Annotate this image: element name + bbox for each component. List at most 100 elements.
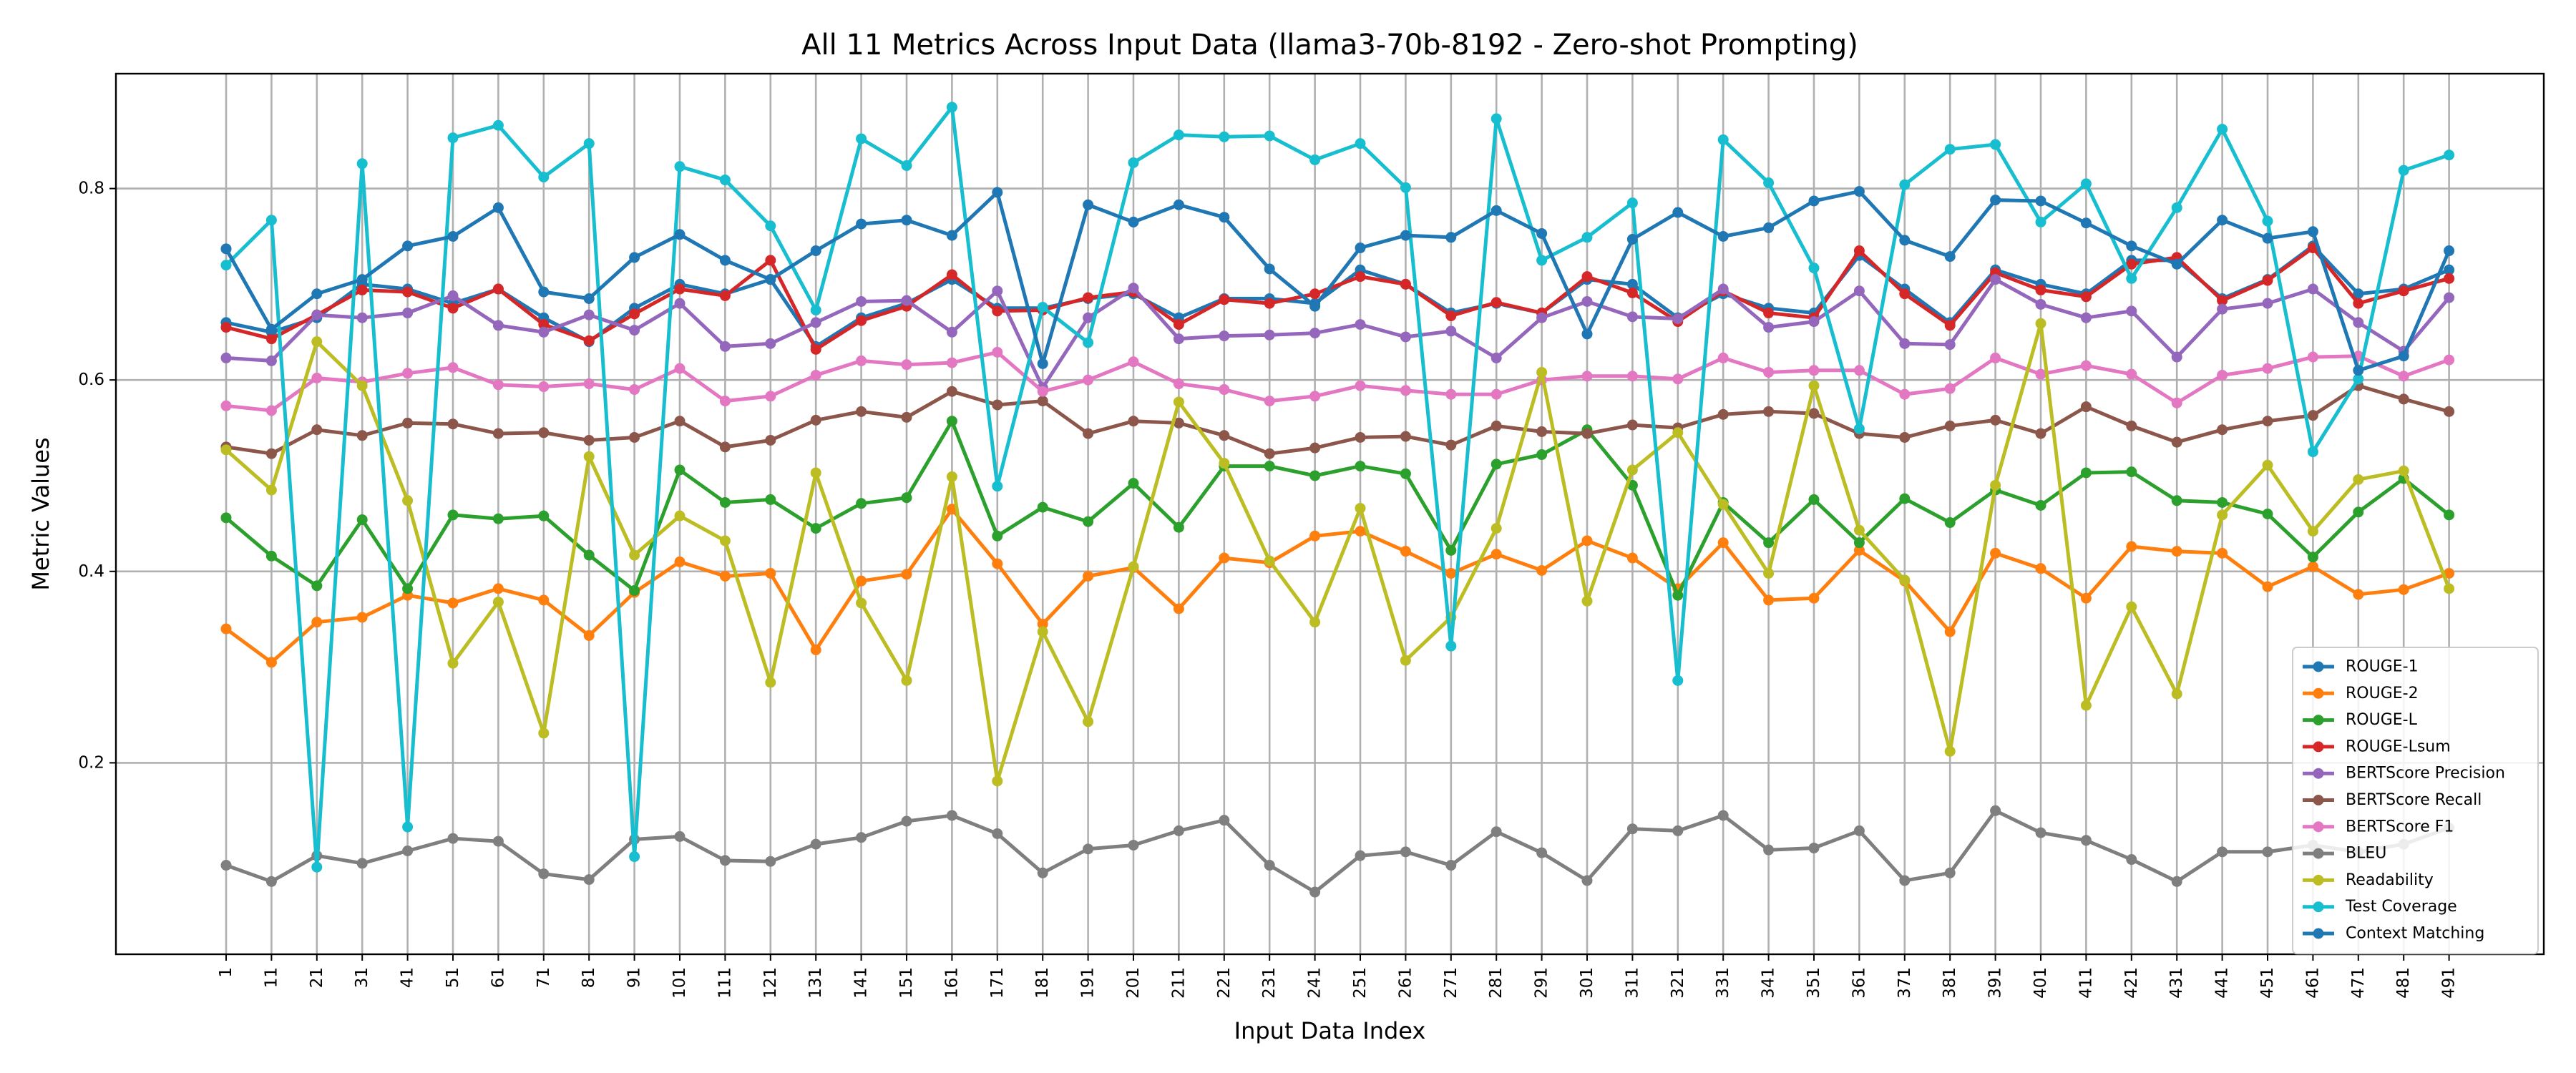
data-point bbox=[1264, 461, 1275, 472]
data-point bbox=[719, 290, 731, 301]
data-point bbox=[2080, 467, 2092, 479]
data-point bbox=[2444, 406, 2455, 417]
data-point bbox=[1536, 227, 1548, 239]
data-point bbox=[2307, 283, 2318, 295]
x-tick-label: 371 bbox=[1896, 967, 1914, 999]
legend-label: BLEU bbox=[2346, 845, 2386, 863]
data-point bbox=[1083, 428, 1094, 439]
series-bertscore-f1 bbox=[220, 346, 2455, 416]
data-point bbox=[946, 357, 957, 368]
data-point bbox=[583, 335, 595, 346]
data-point bbox=[1128, 478, 1139, 489]
legend-swatch-marker bbox=[2313, 687, 2324, 699]
data-point bbox=[1445, 567, 1457, 579]
x-tick-label: 41 bbox=[399, 967, 417, 988]
data-point bbox=[356, 274, 368, 285]
data-point bbox=[2171, 546, 2182, 557]
data-point bbox=[1763, 177, 1775, 189]
data-point bbox=[1626, 278, 1638, 290]
data-point bbox=[1763, 308, 1775, 319]
data-point bbox=[1219, 815, 1230, 826]
data-point bbox=[2307, 351, 2318, 363]
data-point bbox=[447, 833, 459, 844]
data-point bbox=[1672, 313, 1684, 325]
data-point bbox=[1083, 570, 1094, 582]
data-point bbox=[1853, 365, 1865, 376]
data-point bbox=[719, 535, 731, 547]
x-tick-label: 1 bbox=[217, 967, 235, 978]
data-point bbox=[629, 431, 640, 443]
data-point bbox=[2444, 264, 2455, 275]
data-point bbox=[901, 295, 912, 306]
data-point bbox=[2171, 876, 2182, 887]
data-point bbox=[583, 629, 595, 641]
data-point bbox=[992, 187, 1003, 198]
legend-label: Test Coverage bbox=[2345, 898, 2457, 916]
data-point bbox=[1717, 408, 1729, 420]
data-point bbox=[1219, 294, 1230, 305]
data-point bbox=[220, 400, 232, 411]
x-tick-label: 431 bbox=[2167, 967, 2186, 999]
data-point bbox=[2171, 436, 2182, 448]
data-point bbox=[1173, 521, 1184, 533]
data-point bbox=[2171, 351, 2182, 363]
x-tick-label: 411 bbox=[2077, 967, 2095, 999]
data-point bbox=[2035, 318, 2046, 329]
data-point bbox=[1944, 339, 1956, 351]
data-point bbox=[2126, 368, 2137, 380]
data-point bbox=[1083, 374, 1094, 386]
data-point bbox=[1309, 154, 1321, 165]
data-point bbox=[856, 597, 867, 609]
data-point bbox=[810, 369, 821, 381]
data-point bbox=[1173, 319, 1184, 330]
y-axis-label: Metric Values bbox=[27, 437, 54, 590]
data-point bbox=[447, 597, 459, 609]
data-point bbox=[1581, 595, 1593, 607]
data-point bbox=[2035, 563, 2046, 574]
data-point bbox=[1581, 371, 1593, 382]
data-point bbox=[356, 430, 368, 441]
data-point bbox=[402, 845, 414, 856]
legend-swatch-marker bbox=[2313, 661, 2324, 672]
data-point bbox=[265, 405, 277, 416]
data-point bbox=[1672, 825, 1684, 836]
data-point bbox=[629, 549, 640, 561]
data-point bbox=[311, 309, 323, 320]
series-test-coverage bbox=[220, 102, 2455, 873]
data-point bbox=[265, 323, 277, 335]
data-point bbox=[265, 550, 277, 562]
data-point bbox=[2126, 466, 2137, 478]
x-tick-label: 321 bbox=[1669, 967, 1687, 999]
data-point bbox=[1581, 875, 1593, 886]
data-point bbox=[1672, 589, 1684, 601]
data-point bbox=[447, 230, 459, 242]
data-point bbox=[402, 495, 414, 506]
x-tick-label: 61 bbox=[489, 967, 507, 988]
legend-label: ROUGE-1 bbox=[2346, 658, 2419, 676]
data-point bbox=[1264, 263, 1275, 275]
data-point bbox=[492, 597, 504, 608]
data-point bbox=[2262, 846, 2273, 858]
data-point bbox=[492, 428, 504, 439]
data-point bbox=[1400, 278, 1411, 290]
series-context-matching bbox=[220, 186, 2455, 376]
data-point bbox=[311, 424, 323, 436]
data-point bbox=[992, 346, 1003, 358]
data-point bbox=[1491, 420, 1502, 431]
data-point bbox=[1355, 242, 1366, 254]
data-point bbox=[1445, 544, 1457, 556]
data-point bbox=[2353, 288, 2364, 300]
data-point bbox=[629, 308, 640, 320]
data-point bbox=[492, 283, 504, 295]
x-tick-label: 491 bbox=[2440, 967, 2459, 999]
data-point bbox=[2217, 496, 2228, 508]
data-point bbox=[1309, 442, 1321, 454]
data-point bbox=[2444, 583, 2455, 594]
data-point bbox=[674, 416, 686, 427]
data-point bbox=[1581, 232, 1593, 243]
data-point bbox=[1990, 195, 2001, 206]
data-point bbox=[2171, 397, 2182, 408]
data-point bbox=[810, 523, 821, 534]
data-point bbox=[1128, 839, 1139, 851]
data-point bbox=[492, 202, 504, 213]
